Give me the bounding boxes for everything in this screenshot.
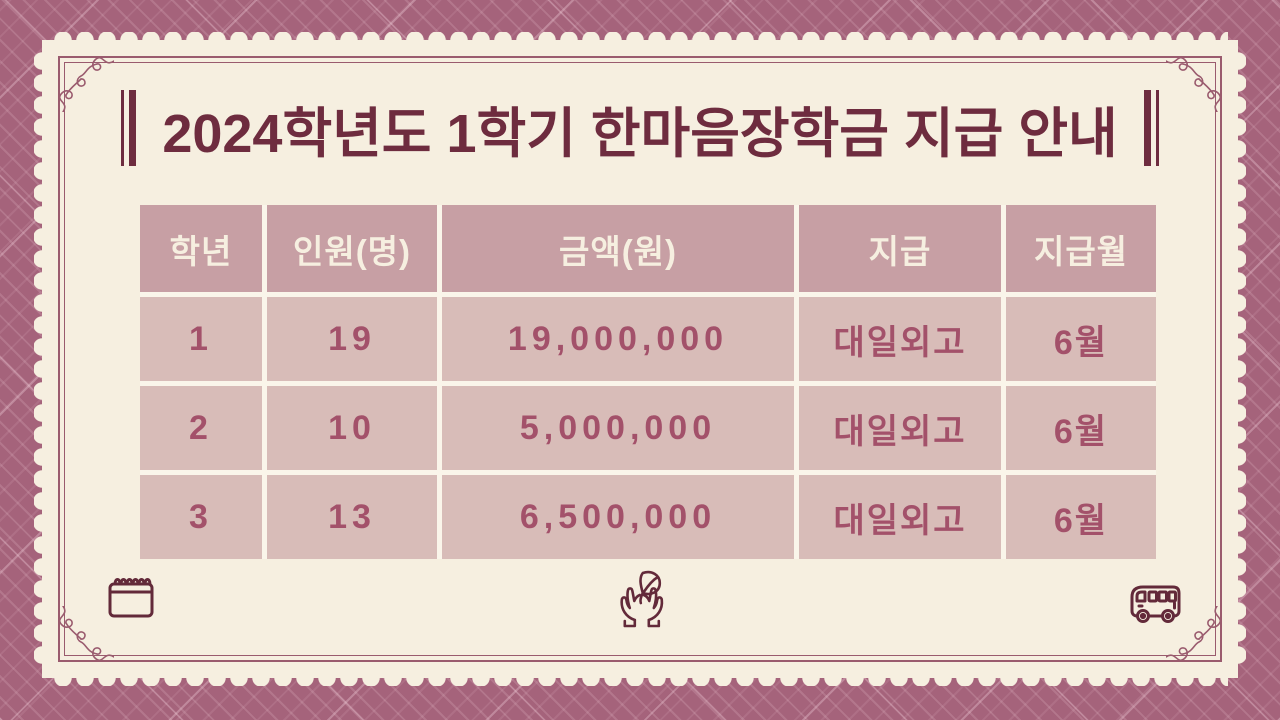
table-cell-month: 6월 [1006,386,1156,470]
table-cell-count: 10 [267,386,437,470]
table-cell-amount: 5,000,000 [442,386,794,470]
calendar-icon [108,578,154,618]
page-title: 2024학년도 1학기 한마음장학금 지급 안내 [162,103,1118,164]
stamp-edge-bottom [52,670,1228,686]
table-cell-payer: 대일외고 [799,386,1001,470]
title-left-bar [121,90,137,166]
col-header-count: 인원(명) [267,205,437,292]
table-cell-amount: 6,500,000 [442,475,794,559]
title-right-bar [1143,90,1159,166]
table-cell-count: 19 [267,297,437,381]
col-header-month: 지급월 [1006,205,1156,292]
table-cell-grade: 2 [140,386,262,470]
table-cell-count: 13 [267,475,437,559]
stamp-edge-top [52,32,1228,48]
title-row: 2024학년도 1학기 한마음장학금 지급 안내 [42,86,1238,170]
table-cell-grade: 3 [140,475,262,559]
hands-holding-leaf-icon [620,570,664,628]
bus-icon [1130,585,1181,623]
scholarship-table: 학년 인원(명) 금액(원) 지급 지급월 1 19 19,000,000 대일… [140,205,1156,559]
stamp-edge-right [1230,50,1246,668]
corner-flourish-icon [58,606,114,662]
table-cell-payer: 대일외고 [799,475,1001,559]
col-header-amount: 금액(원) [442,205,794,292]
col-header-payer: 지급 [799,205,1001,292]
table-cell-month: 6월 [1006,475,1156,559]
stamp-card: 2024학년도 1학기 한마음장학금 지급 안내 학년 인원(명) 금액(원) … [34,32,1246,686]
col-header-grade: 학년 [140,205,262,292]
table-cell-grade: 1 [140,297,262,381]
table-cell-amount: 19,000,000 [442,297,794,381]
table-cell-month: 6월 [1006,297,1156,381]
stamp-edge-left [34,50,50,668]
table-cell-payer: 대일외고 [799,297,1001,381]
